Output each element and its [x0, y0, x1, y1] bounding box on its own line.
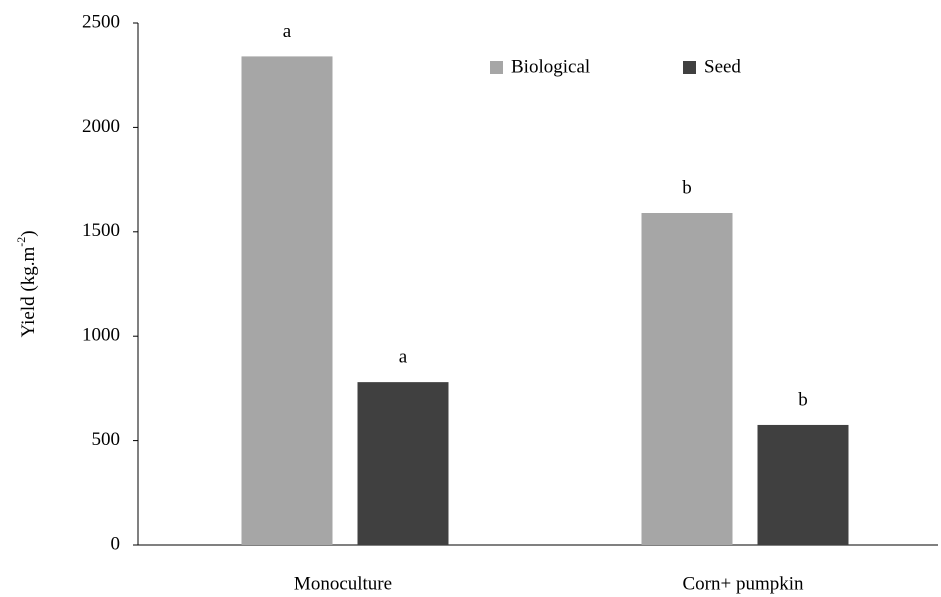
- data-label: b: [798, 389, 808, 410]
- y-tick-label: 500: [92, 429, 121, 450]
- legend-label: Seed: [704, 56, 741, 77]
- y-tick-label: 2500: [82, 11, 120, 32]
- legend-swatch: [490, 61, 503, 74]
- y-axis-label-end: ): [18, 230, 39, 236]
- data-label: a: [283, 21, 292, 42]
- data-label: a: [399, 346, 408, 367]
- bar: [757, 424, 849, 545]
- y-tick-label: 1000: [82, 325, 120, 346]
- legend-swatch: [683, 61, 696, 74]
- y-tick-label: 0: [111, 533, 121, 554]
- x-tick-label: Monoculture: [294, 573, 392, 594]
- y-axis-label: Yield (kg.m-2): [14, 230, 40, 337]
- y-tick-label: 2000: [82, 116, 120, 137]
- data-label: b: [682, 177, 692, 198]
- bar: [357, 382, 449, 545]
- legend-label: Biological: [511, 56, 590, 77]
- x-tick-label: Corn+ pumpkin: [682, 573, 804, 594]
- bar: [241, 56, 333, 546]
- y-axis-label-text: Yield (kg.m: [18, 247, 39, 338]
- y-axis-label-sup: -2: [14, 237, 28, 247]
- y-tick-label: 1500: [82, 220, 120, 241]
- bar: [641, 213, 733, 545]
